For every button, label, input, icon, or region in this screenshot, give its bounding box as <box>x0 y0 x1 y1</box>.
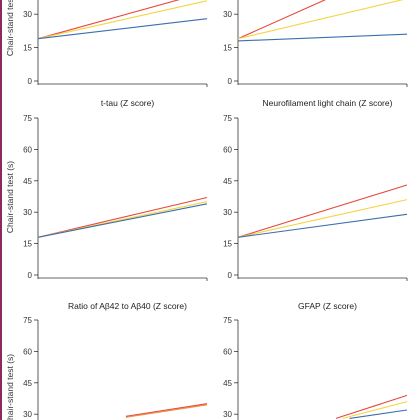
panel-title: Ratio of Aβ42 to Aβ40 (Z score) <box>68 301 187 311</box>
y-tick-label: 60 <box>23 145 32 154</box>
series-line-yellow <box>237 199 408 238</box>
y-tick-label: 0 <box>228 271 233 280</box>
series-line-orange <box>125 404 208 418</box>
y-tick-label: 45 <box>23 177 32 186</box>
y-tick-label: 45 <box>23 379 32 388</box>
y-tick-label: 75 <box>223 114 232 123</box>
panel-title: t-tau (Z score) <box>101 98 155 108</box>
y-tick-label: 15 <box>23 240 32 249</box>
series-line-yellow <box>342 401 408 419</box>
y-tick-label: 60 <box>223 347 232 356</box>
y-tick-label: 30 <box>23 10 32 19</box>
y-axis-label: Chair-stand test (s) <box>5 161 15 233</box>
series-line-blue <box>237 33 408 42</box>
y-tick-label: 45 <box>223 379 232 388</box>
panel-title: GFAP (Z score) <box>298 301 357 311</box>
series-line-yellow <box>37 0 208 40</box>
y-tick-label: 0 <box>228 77 233 86</box>
y-tick-label: 45 <box>223 177 232 186</box>
y-tick-label: 60 <box>223 145 232 154</box>
series-line-red <box>335 394 408 419</box>
y-tick-label: 75 <box>223 316 232 325</box>
chart-panel-5: Ratio of Aβ42 to Aβ40 (Z score) 30 45 60 75 C… <box>5 301 208 420</box>
y-tick-label: 60 <box>23 347 32 356</box>
series-line-red <box>37 0 180 40</box>
y-tick-label: 75 <box>23 316 32 325</box>
y-tick-label: 15 <box>23 44 32 53</box>
y-tick-label: 30 <box>223 208 232 217</box>
series-line-red <box>37 196 208 238</box>
y-tick-label: 0 <box>28 77 33 86</box>
series-line-blue <box>349 409 408 419</box>
chart-panel-6: GFAP (Z score) 30 45 60 75 <box>223 301 408 420</box>
series-line-yellow <box>237 0 404 40</box>
series-line-red <box>237 184 408 238</box>
chart-panel-1: 0 15 30 Chair-stand test (s) <box>5 0 208 87</box>
series-line-blue <box>237 213 408 238</box>
chart-panel-2: 0 15 30 <box>223 0 408 87</box>
y-axis-label: Chair-stand test (s) <box>5 0 15 56</box>
y-tick-label: 30 <box>23 410 32 419</box>
series-line-blue <box>37 203 208 238</box>
y-tick-label: 0 <box>28 271 33 280</box>
y-tick-label: 30 <box>223 10 232 19</box>
y-tick-label: 15 <box>223 44 232 53</box>
chart-panel-3: t-tau (Z score) 0 15 30 45 60 75 Chair-stand te… <box>5 98 208 281</box>
panel-title: Neurofilament light chain (Z score) <box>263 98 393 108</box>
series-line-red <box>237 0 327 40</box>
y-tick-label: 75 <box>23 114 32 123</box>
y-tick-label: 15 <box>223 240 232 249</box>
y-axis-label: Chair-stand test (s) <box>5 354 15 420</box>
series-line-blue <box>37 18 208 40</box>
series-line-red <box>125 403 208 417</box>
y-tick-label: 30 <box>23 208 32 217</box>
y-tick-label: 30 <box>223 410 232 419</box>
chart-panel-4: Neurofilament light chain (Z score) 0 15 30… <box>223 98 408 281</box>
